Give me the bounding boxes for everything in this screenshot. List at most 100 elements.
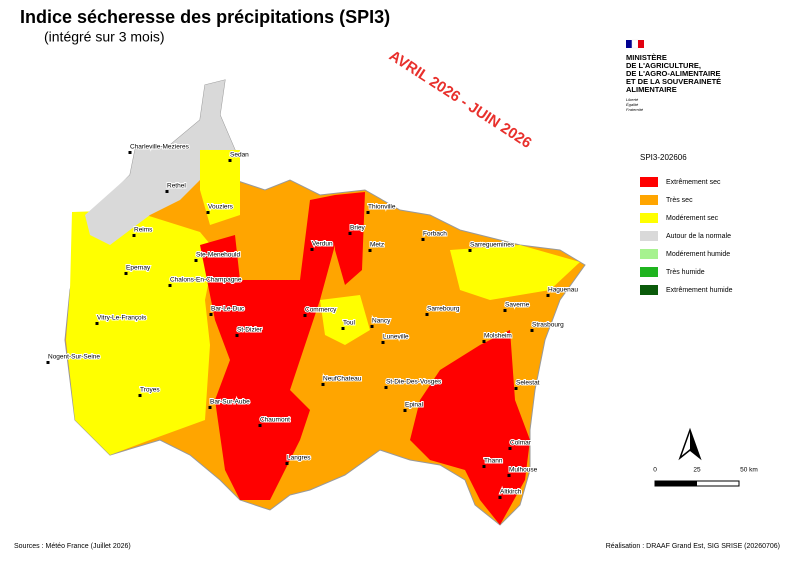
north-arrow bbox=[678, 427, 702, 461]
ministry-name-line: DE L'AGRICULTURE, bbox=[626, 61, 701, 70]
city-marker bbox=[421, 238, 425, 241]
city-label: Verdun bbox=[312, 241, 333, 248]
legend-label: Très humide bbox=[666, 269, 705, 276]
title: Indice sécheresse des précipitations (SP… bbox=[20, 7, 390, 27]
legend: Extrêmement sec Très sec Modérement sec Aut… bbox=[640, 177, 733, 295]
legend-title: SPI3-202606 bbox=[640, 153, 687, 162]
city-marker bbox=[341, 327, 345, 330]
legend-label: Extrêmement sec bbox=[666, 179, 721, 186]
city-label: Saverne bbox=[505, 302, 530, 309]
legend-label: Extrêmement humide bbox=[666, 287, 733, 294]
city-label: Reims bbox=[134, 227, 153, 234]
city-label: Sarrebourg bbox=[427, 306, 460, 313]
city-marker bbox=[530, 329, 534, 332]
city-marker bbox=[128, 151, 132, 154]
scale-labels: 0 25 50 km bbox=[653, 467, 758, 474]
city-label: Briey bbox=[350, 225, 366, 232]
city-label: Nogent-Sur-Seine bbox=[48, 354, 100, 361]
ministry-name-line: MINISTÈRE bbox=[626, 53, 667, 62]
city-label: Vouziers bbox=[208, 204, 234, 211]
flag-red bbox=[638, 40, 644, 48]
sources: Sources : Météo France (Juillet 2026) bbox=[14, 543, 131, 550]
city-label: Forbach bbox=[423, 231, 447, 238]
ministry-motto-line: Fraternité bbox=[626, 107, 644, 112]
city-marker bbox=[482, 465, 486, 468]
ministry-motto-line: Égalité bbox=[626, 102, 639, 107]
city-marker bbox=[384, 386, 388, 389]
city-marker bbox=[258, 424, 262, 427]
city-marker bbox=[507, 474, 511, 477]
city-label: Selestat bbox=[516, 380, 540, 387]
city-label: Sedan bbox=[230, 152, 249, 159]
region-moderately-dry bbox=[200, 150, 240, 225]
legend-swatch bbox=[640, 177, 658, 187]
city-label: Strasbourg bbox=[532, 322, 564, 329]
city-label: Thionville bbox=[368, 204, 396, 211]
region-moderately-dry bbox=[320, 295, 370, 345]
city-label: Haguenau bbox=[548, 287, 578, 294]
subtitle: (intégré sur 3 mois) bbox=[44, 29, 165, 45]
legend-swatch bbox=[640, 249, 658, 259]
scale-bar-fill bbox=[655, 481, 697, 486]
city-label: Thann bbox=[484, 458, 503, 465]
legend-swatch bbox=[640, 285, 658, 295]
ministry-motto-line: Liberté bbox=[626, 97, 639, 102]
city-label: St-Die-Des-Vosges bbox=[386, 379, 442, 386]
city-marker bbox=[209, 313, 213, 316]
city-label: NeufChateau bbox=[323, 376, 362, 383]
region-normal bbox=[85, 80, 235, 245]
legend-swatch bbox=[640, 231, 658, 241]
city-marker bbox=[310, 248, 314, 251]
city-label: Toul bbox=[343, 320, 355, 327]
city-marker bbox=[468, 249, 472, 252]
city-marker bbox=[508, 447, 512, 450]
city-marker bbox=[514, 387, 518, 390]
city-label: Metz bbox=[370, 242, 384, 249]
legend-swatch bbox=[640, 213, 658, 223]
city-marker bbox=[381, 341, 385, 344]
credit: Réalisation : DRAAF Grand Est, SIG SRISE… bbox=[606, 543, 780, 550]
city-label: Bar-Le-Duc bbox=[211, 306, 245, 313]
city-marker bbox=[228, 159, 232, 162]
city-label: Bar-Sur-Aube bbox=[210, 399, 250, 406]
city-marker bbox=[425, 313, 429, 316]
ministry-name-line: DE L'AGRO-ALIMENTAIRE bbox=[626, 69, 721, 78]
city-label: Charleville-Mezieres bbox=[130, 144, 190, 151]
legend-label: Modérement humide bbox=[666, 251, 730, 258]
city-label: Nancy bbox=[372, 318, 391, 325]
city-marker bbox=[366, 211, 370, 214]
city-label: Langres bbox=[287, 455, 311, 462]
city-marker bbox=[321, 383, 325, 386]
legend-swatch bbox=[640, 195, 658, 205]
region-extremely-dry bbox=[410, 330, 530, 525]
city-label: Sarreguemines bbox=[470, 242, 515, 249]
flag-white bbox=[631, 39, 639, 49]
city-marker bbox=[482, 340, 486, 343]
city-label: Mulhouse bbox=[509, 467, 538, 474]
legend-label: Modérement sec bbox=[666, 215, 719, 222]
city-marker bbox=[168, 284, 172, 287]
city-label: Chaumont bbox=[260, 417, 290, 424]
city-marker bbox=[132, 234, 136, 237]
city-marker bbox=[194, 259, 198, 262]
region-extremely-dry bbox=[335, 192, 365, 285]
city-marker bbox=[46, 361, 50, 364]
city-marker bbox=[95, 322, 99, 325]
city-label: Vitry-Le-François bbox=[97, 315, 147, 322]
city-marker bbox=[498, 496, 502, 499]
region-extremely-dry bbox=[200, 195, 335, 500]
city-label: Luneville bbox=[383, 334, 409, 341]
city-label: Epernay bbox=[126, 265, 151, 272]
city-labels: Charleville-Mezieres Sedan Rethel Vouziers T… bbox=[46, 143, 579, 499]
scale-label: 25 bbox=[693, 467, 701, 474]
city-marker bbox=[285, 462, 289, 465]
city-label: Ste-Menehould bbox=[196, 252, 240, 259]
map bbox=[64, 79, 586, 526]
ministry-logo bbox=[626, 39, 644, 49]
region-moderately-dry bbox=[66, 210, 215, 455]
city-marker bbox=[303, 314, 307, 317]
ministry-name-line: ET DE LA SOUVERAINETÉ bbox=[626, 77, 721, 86]
city-marker bbox=[235, 334, 239, 337]
legend-swatch bbox=[640, 267, 658, 277]
